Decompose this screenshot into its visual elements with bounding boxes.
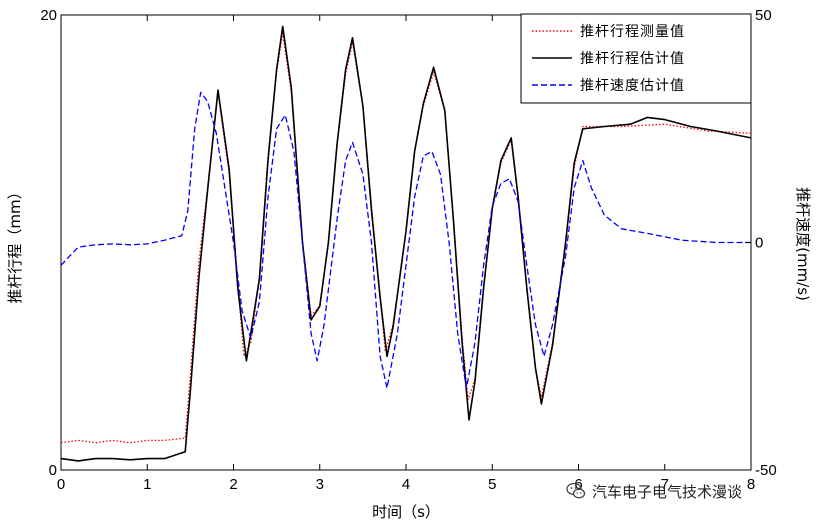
series-layer <box>61 25 751 462</box>
legend-label-2: 推杆行程估计值 <box>580 51 685 67</box>
x-axis-label: 时间（s） <box>372 503 440 521</box>
y-right-axis-label: 推杆速度(mm/s) <box>794 187 812 301</box>
x-tick-label: 0 <box>57 476 65 493</box>
x-tick-label: 8 <box>747 476 755 493</box>
x-tick-label: 3 <box>316 476 324 493</box>
x-tick-label: 2 <box>229 476 237 493</box>
wechat-icon <box>566 482 586 499</box>
x-tick-label: 4 <box>402 476 410 493</box>
legend-label-1: 推杆行程测量值 <box>580 24 685 40</box>
y-right-tick-label: 0 <box>755 235 763 252</box>
legend-label-3: 推杆速度估计值 <box>580 78 685 94</box>
x-tick-label: 7 <box>661 476 669 493</box>
y-right-tick-label: 50 <box>755 7 772 24</box>
y-right-tick-labels: -50 0 50 <box>755 7 777 479</box>
series-line-1 <box>61 32 751 444</box>
series-line-2 <box>61 25 751 462</box>
y-left-axis-label: 推杆行程（mm） <box>6 184 24 303</box>
y-right-tick-label: -50 <box>755 462 777 479</box>
y-left-tick-label: 0 <box>49 462 57 479</box>
y-left-tick-labels: 0 20 <box>40 7 57 479</box>
x-tick-label: 1 <box>143 476 151 493</box>
watermark: 汽车电子电气技术漫谈 <box>566 480 742 502</box>
y-left-tick-label: 20 <box>40 7 57 24</box>
watermark-text: 汽车电子电气技术漫谈 <box>592 482 743 501</box>
x-tick-label: 5 <box>488 476 496 493</box>
series-line-3 <box>61 91 751 389</box>
